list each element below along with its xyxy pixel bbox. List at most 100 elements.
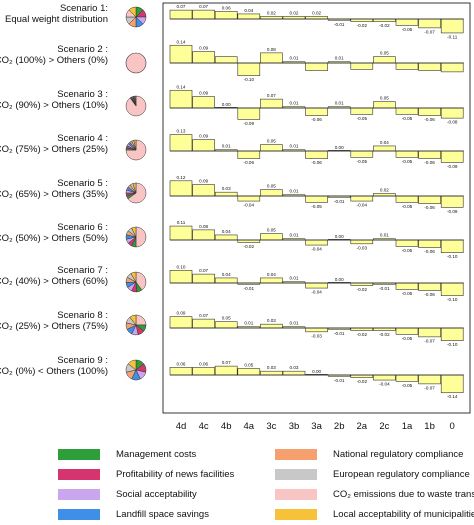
value-label: 0.05	[380, 51, 389, 56]
bar	[260, 277, 283, 284]
bar	[305, 282, 328, 289]
value-label: 0.01	[335, 101, 344, 106]
weight-pie	[125, 95, 147, 117]
value-label: 0.08	[267, 47, 276, 52]
bar	[395, 374, 419, 382]
pie-slice	[134, 95, 137, 107]
value-label: -0.07	[424, 338, 435, 343]
bar	[260, 323, 283, 329]
value-label: -0.01	[334, 199, 345, 204]
value-label: 0.07	[267, 93, 276, 98]
bar	[237, 150, 261, 159]
scenario-title: Scenario 1:	[60, 3, 108, 14]
value-label: 0.01	[290, 101, 299, 106]
value-label: -0.06	[424, 117, 435, 122]
value-label: 0.06	[222, 5, 231, 10]
pie-slice	[125, 52, 147, 74]
value-label: -0.09	[447, 164, 458, 169]
x-tick-label: 2c	[379, 421, 389, 432]
value-label: -0.07	[424, 29, 435, 34]
bar	[169, 316, 193, 329]
value-label: -0.05	[402, 116, 413, 121]
value-label: 0.07	[199, 4, 208, 9]
scenario-title: Scenario 4 :	[57, 133, 108, 144]
value-label: 0.14	[177, 39, 186, 44]
value-label: 0.09	[199, 91, 208, 96]
value-label: 0.04	[380, 140, 389, 145]
bar	[395, 282, 419, 290]
value-label: 0.02	[290, 10, 299, 15]
bar	[260, 98, 283, 109]
x-tick-label: 0	[450, 421, 455, 432]
scenario-bar-chart: 0.07 0.07 0.06 0.04 0.02 0.02 0.02 -0.01 -0.02 -0…	[0, 2, 471, 432]
value-label: -0.03	[311, 333, 322, 338]
value-label: 0.09	[199, 46, 208, 51]
bar	[418, 195, 441, 204]
scenario-weighting: CO₂ (25%) > Others (75%)	[0, 321, 108, 332]
value-label: -0.04	[244, 203, 255, 208]
legend-swatch	[275, 448, 317, 460]
value-label: -0.09	[244, 121, 255, 126]
scenario-title: Scenario 8 :	[57, 310, 108, 321]
value-label: -0.05	[402, 27, 413, 32]
scenario-4-panel: 0.13 0.09 0.01 -0.06 0.05 0.01 -0.06 0.00 -0.05 0…	[0, 129, 464, 169]
bar	[169, 89, 193, 109]
value-label: 0.05	[267, 139, 276, 144]
scenario-6-panel: 0.11 0.08 0.04 -0.02 0.05 0.01 -0.04 0.00 -0.03 0…	[0, 220, 464, 259]
bar	[192, 51, 215, 64]
weight-pie	[125, 52, 147, 74]
legend-item: Social acceptability	[58, 486, 197, 502]
value-label: 0.05	[267, 184, 276, 189]
bar	[214, 234, 238, 241]
bar	[214, 277, 238, 284]
legend-item: CO₂ emissions due to waste transport	[275, 486, 474, 502]
bar	[214, 191, 238, 197]
value-label: -0.06	[311, 117, 322, 122]
bar	[169, 367, 193, 376]
value-label: 0.01	[244, 321, 253, 326]
legend-swatch	[275, 508, 317, 520]
value-label: -0.04	[311, 290, 322, 295]
bar	[395, 107, 419, 115]
legend-swatch	[58, 468, 100, 480]
value-label: -0.04	[379, 382, 390, 387]
value-label: 0.04	[222, 272, 231, 277]
value-label: -0.10	[244, 77, 255, 82]
bar	[237, 13, 261, 20]
value-label: -0.02	[357, 23, 368, 28]
bar	[395, 239, 419, 247]
bar	[260, 370, 283, 376]
value-label: -0.02	[357, 287, 368, 292]
value-label: -0.10	[447, 342, 458, 347]
bar	[237, 368, 261, 376]
bar	[282, 370, 306, 376]
weight-pie	[125, 139, 147, 161]
value-label: -0.06	[424, 205, 435, 210]
value-label: -0.10	[447, 254, 458, 259]
legend-label: Social acceptability	[116, 488, 197, 500]
value-label: 0.00	[335, 145, 344, 150]
x-tick-label: 1b	[424, 421, 435, 432]
legend-swatch	[58, 508, 100, 520]
scenario-title: Scenario 9 :	[57, 355, 108, 366]
legend-item: Profitability of news facilities	[58, 466, 234, 482]
weight-pie	[125, 271, 147, 293]
value-label: 0.00	[312, 369, 321, 374]
bar	[418, 374, 441, 385]
bar	[373, 145, 396, 152]
bar	[260, 189, 283, 197]
bar	[418, 239, 441, 248]
plot-frame	[162, 2, 471, 414]
bar	[418, 107, 441, 116]
bar	[169, 134, 193, 152]
value-label: 0.05	[222, 316, 231, 321]
pie-slice	[127, 359, 137, 371]
bar	[395, 195, 419, 203]
bar	[237, 195, 261, 202]
value-label: -0.05	[402, 159, 413, 164]
legend-swatch	[58, 488, 100, 500]
value-label: -0.01	[334, 22, 345, 27]
legend-swatch	[275, 488, 317, 500]
value-label: 0.04	[267, 272, 276, 277]
